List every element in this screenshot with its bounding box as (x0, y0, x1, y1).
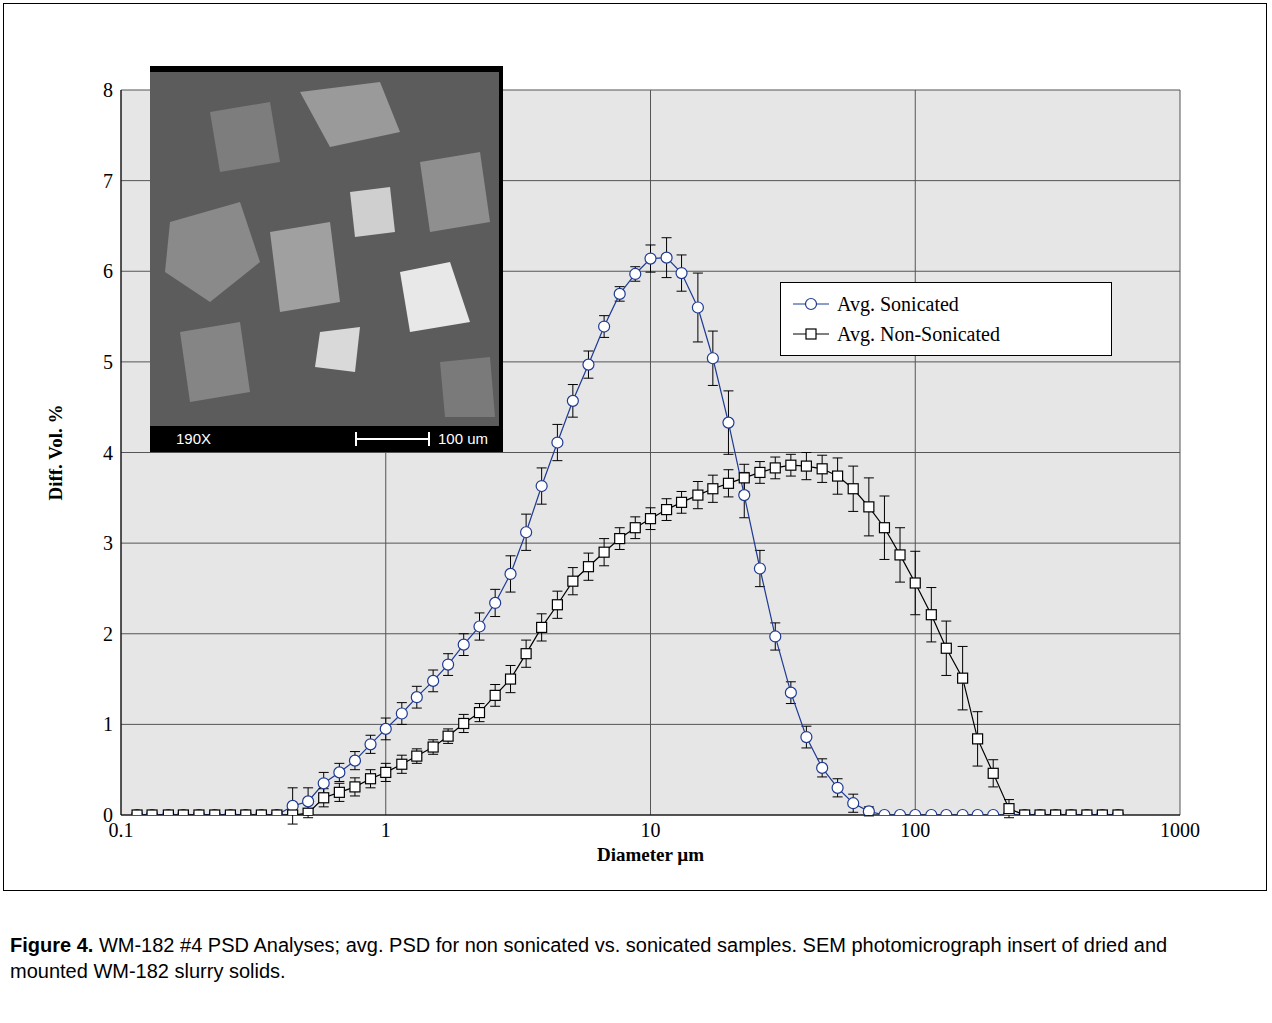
svg-text:4: 4 (103, 442, 113, 464)
html-text:Figure 4. WM-182 #4 PSD Analys: Figure 4. WM-182 #4 PSD Analyses; avg. P… (10, 934, 1168, 982)
html-text:190X: 190X (176, 430, 211, 447)
svg-text:5: 5 (103, 351, 113, 373)
svg-text:Diff. Vol. %: Diff. Vol. % (45, 404, 66, 500)
svg-text:100: 100 (900, 819, 930, 841)
svg-text:3: 3 (103, 532, 113, 554)
svg-text:0.1: 0.1 (108, 819, 134, 842)
svg-text:7: 7 (103, 170, 113, 192)
svg-text:1: 1 (103, 713, 113, 735)
svg-text:10: 10 (641, 819, 661, 841)
svg-text:1000: 1000 (1160, 819, 1200, 841)
svg-text:Diameter µm: Diameter µm (597, 844, 704, 865)
html-text:Avg. Non-Sonicated: Avg. Non-Sonicated (837, 322, 1000, 345)
html-text:100 um: 100 um (438, 430, 488, 447)
svg-text:1: 1 (381, 819, 391, 841)
svg-text:0: 0 (103, 804, 113, 826)
html-text:Avg. Sonicated: Avg. Sonicated (837, 292, 959, 315)
svg-text:6: 6 (103, 260, 113, 282)
svg-text:8: 8 (103, 79, 113, 101)
svg-text:2: 2 (103, 623, 113, 645)
